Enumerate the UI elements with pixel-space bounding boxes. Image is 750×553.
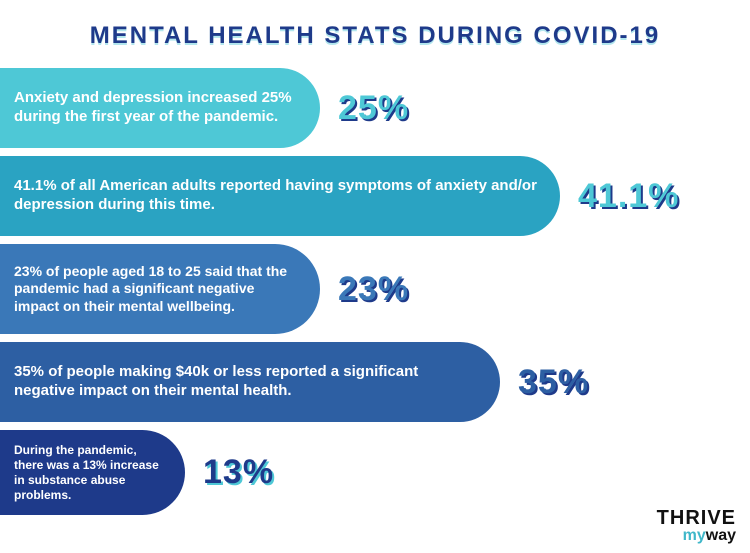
percent-main: 13% [203, 453, 274, 491]
stat-percent: 23%23% [338, 270, 409, 309]
stat-text: 41.1% of all American adults reported ha… [14, 177, 542, 215]
stat-bar: 35% of people making $40k or less report… [0, 342, 500, 422]
logo-my: my [683, 527, 706, 544]
logo-bottom: myway [657, 528, 736, 543]
stat-percent: 25%25% [338, 89, 409, 128]
stat-text: Anxiety and depression increased 25% dur… [14, 89, 302, 127]
percent-main: 35% [518, 363, 589, 401]
percent-main: 41.1% [578, 177, 679, 215]
stat-percent: 41.1%41.1% [578, 177, 679, 216]
stat-percent: 35%35% [518, 363, 589, 402]
stat-bar: 41.1% of all American adults reported ha… [0, 156, 560, 236]
percent-main: 25% [338, 89, 409, 127]
bars-container: Anxiety and depression increased 25% dur… [0, 68, 750, 515]
stat-row: 35% of people making $40k or less report… [0, 342, 750, 422]
stat-bar: 23% of people aged 18 to 25 said that th… [0, 244, 320, 334]
stat-row: Anxiety and depression increased 25% dur… [0, 68, 750, 148]
stat-text: During the pandemic, there was a 13% inc… [14, 443, 167, 503]
percent-main: 23% [338, 270, 409, 308]
stat-text: 35% of people making $40k or less report… [14, 363, 482, 401]
logo-way: way [706, 527, 736, 544]
stat-text: 23% of people aged 18 to 25 said that th… [14, 263, 302, 316]
stat-row: 23% of people aged 18 to 25 said that th… [0, 244, 750, 334]
brand-logo: THRIVE myway [657, 509, 736, 543]
stat-bar: Anxiety and depression increased 25% dur… [0, 68, 320, 148]
stat-row: 41.1% of all American adults reported ha… [0, 156, 750, 236]
stat-row: During the pandemic, there was a 13% inc… [0, 430, 750, 515]
logo-top: THRIVE [657, 509, 736, 528]
page-title: MENTAL HEALTH STATS DURING COVID-19 MENT… [0, 0, 750, 60]
title-main: MENTAL HEALTH STATS DURING COVID-19 [0, 22, 750, 50]
stat-percent: 13%13% [203, 453, 274, 492]
stat-bar: During the pandemic, there was a 13% inc… [0, 430, 185, 515]
